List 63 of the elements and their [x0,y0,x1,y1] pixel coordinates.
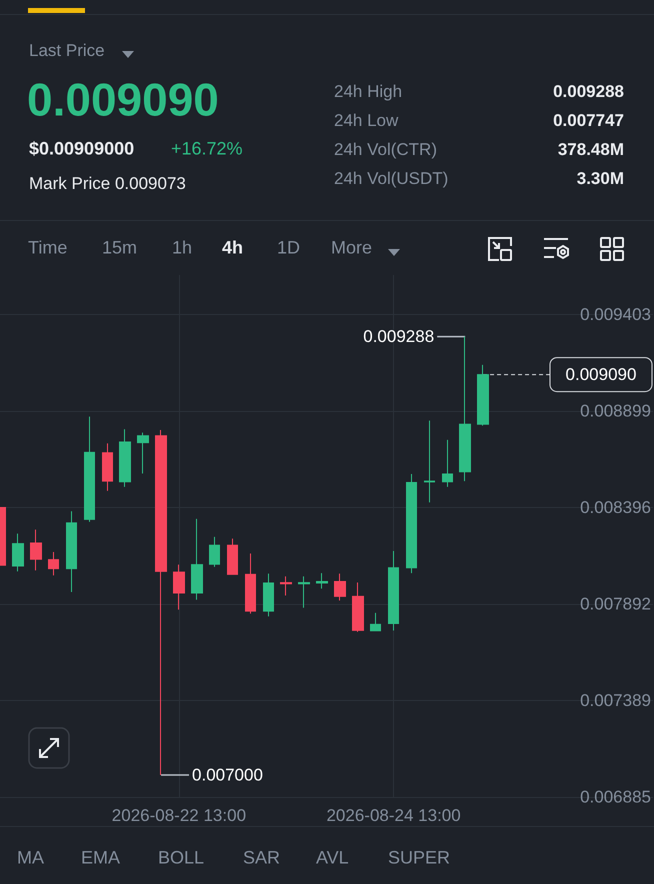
text: EMA [81,848,120,868]
text: 1D [277,238,300,258]
y-tick-label: 0.008396 [580,498,651,518]
candlestick [263,573,274,617]
text: 24h High [334,82,402,102]
text: 15m [102,238,138,258]
candlestick [406,474,417,574]
text: BOLL [158,848,204,868]
text: 24h Low [334,111,398,131]
candlestick [352,582,364,632]
text: +16.72% [171,138,243,160]
candlestick [298,576,310,608]
text: Last Price [29,41,105,61]
candlestick [316,572,328,590]
candlestick [227,538,238,576]
candlestick [66,510,77,593]
candlestick [424,420,435,503]
y-tick-label: 0.008899 [580,402,651,421]
text: MA [17,848,44,868]
y-tick-label: 0.006885 [580,788,651,806]
candlestick [245,553,256,614]
ref-line-label: 0.009090 [566,365,636,384]
candlestick [280,576,292,596]
candlestick [30,529,42,571]
x-tick-label: 2026-08-24 13:00 [326,806,461,825]
candlestick [173,564,185,610]
text: 4h [222,238,244,258]
text: AVL [316,848,349,868]
x-tick-label: 2026-08-22 13:00 [112,806,246,825]
y-tick-label: 0.007389 [580,690,651,710]
text: 3.30M [576,169,624,189]
text: $0.00909000 [29,138,134,160]
candlestick [48,551,59,576]
y-tick-label: 0.007892 [580,594,651,614]
candlestick [388,550,399,632]
text: 24h Vol(USDT) [334,169,448,189]
text: 0.007747 [553,111,624,131]
text: SAR [243,848,280,868]
candlestick [459,336,471,482]
candlestick [191,518,203,600]
candlestick [370,612,381,632]
candlestick [155,429,167,776]
text: 0.009288 [553,82,624,102]
candlestick [137,432,149,474]
text: 1h [172,238,192,258]
candlestick [12,533,24,572]
text: 378.48M [558,140,624,160]
text: More [331,238,372,258]
text: SUPER [388,848,450,868]
candlestick [102,442,113,492]
candlestick [442,439,453,488]
candlestick [334,573,346,601]
candlestick [477,364,489,426]
candlestick [209,536,220,568]
text: Time [28,238,68,258]
y-tick-label: 0.009403 [580,305,651,324]
annotation: 0.007000 [192,765,263,784]
annotation: 0.009288 [363,327,434,346]
candlestick [119,428,131,488]
text: 24h Vol(CTR) [334,140,437,160]
candlestick [84,416,95,522]
text: 0.009090 [27,74,219,126]
text: Mark Price 0.009073 [29,174,186,194]
